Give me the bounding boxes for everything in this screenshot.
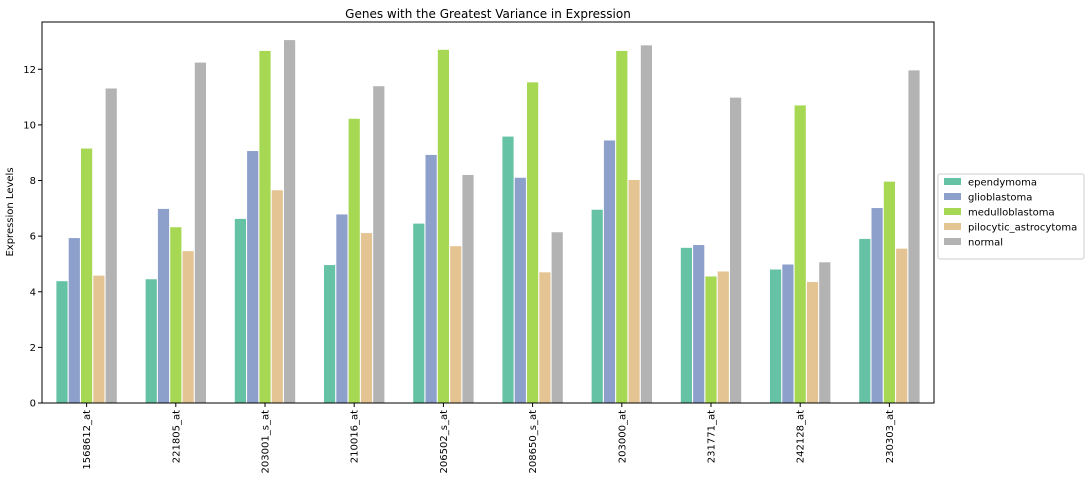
y-tick-label: 2 bbox=[30, 343, 36, 354]
bar-normal-208650_s_at bbox=[551, 232, 563, 403]
legend: ependymoma glioblastoma medulloblastoma pil… bbox=[937, 173, 1085, 260]
y-tick-label: 10 bbox=[23, 120, 36, 131]
legend-swatch-glioblastoma bbox=[944, 193, 961, 200]
bar-medulloblastoma-206502_s_at bbox=[437, 49, 449, 404]
bar-glioblastoma-206502_s_at bbox=[425, 154, 437, 403]
bar-ependymoma-1568612_at bbox=[56, 281, 68, 403]
bar-ependymoma-221805_at bbox=[145, 279, 157, 403]
bar-medulloblastoma-203000_at bbox=[616, 50, 628, 404]
legend-swatch-pilocytic_astrocytoma bbox=[944, 223, 961, 230]
legend-label-medulloblastoma: medulloblastoma bbox=[968, 208, 1055, 219]
x-tick-label: 210016_at bbox=[350, 410, 361, 463]
x-tick-label: 230303_at bbox=[885, 410, 896, 463]
bar-normal-1568612_at bbox=[105, 88, 117, 403]
bar-medulloblastoma-208650_s_at bbox=[527, 82, 539, 403]
bar-normal-210016_at bbox=[373, 86, 385, 404]
bar-glioblastoma-221805_at bbox=[157, 208, 170, 403]
bar-glioblastoma-231771_at bbox=[693, 245, 705, 403]
x-tick-label: 206502_s_at bbox=[439, 410, 450, 474]
bar-medulloblastoma-231771_at bbox=[705, 276, 717, 403]
bar-glioblastoma-242128_at bbox=[782, 264, 794, 403]
bar-normal-231771_at bbox=[730, 97, 742, 403]
bar-ependymoma-230303_at bbox=[859, 238, 871, 403]
y-axis: 0 2 4 6 8 10 12 bbox=[23, 65, 42, 410]
legend-label-pilocytic_astrocytoma: pilocytic_astrocytoma bbox=[968, 223, 1077, 234]
bar-pilocytic_astrocytoma-221805_at bbox=[182, 251, 194, 403]
bar-pilocytic_astrocytoma-203000_at bbox=[628, 179, 640, 403]
bar-normal-242128_at bbox=[819, 262, 831, 403]
x-tick-label: 231771_at bbox=[707, 410, 718, 463]
bar-pilocytic_astrocytoma-242128_at bbox=[806, 282, 819, 403]
y-tick-label: 8 bbox=[30, 176, 36, 187]
bar-normal-206502_s_at bbox=[462, 174, 474, 403]
bar-ependymoma-206502_s_at bbox=[413, 223, 425, 403]
legend-swatch-medulloblastoma bbox=[944, 208, 961, 215]
x-tick-label: 1568612_at bbox=[82, 410, 93, 470]
bar-normal-230303_at bbox=[908, 70, 920, 403]
bar-normal-203001_s_at bbox=[284, 40, 296, 403]
bar-glioblastoma-230303_at bbox=[871, 208, 883, 403]
bar-ependymoma-208650_s_at bbox=[502, 136, 514, 403]
bar-ependymoma-203001_s_at bbox=[234, 218, 246, 403]
y-tick-label: 6 bbox=[30, 232, 36, 243]
legend-label-ependymoma: ependymoma bbox=[968, 178, 1037, 189]
bar-pilocytic_astrocytoma-206502_s_at bbox=[450, 246, 462, 403]
bar-ependymoma-210016_at bbox=[324, 265, 336, 403]
x-tick-label: 208650_s_at bbox=[528, 410, 539, 474]
bar-pilocytic_astrocytoma-230303_at bbox=[896, 248, 908, 403]
legend-swatch-ependymoma bbox=[944, 178, 961, 185]
bars-group bbox=[56, 40, 920, 404]
bar-glioblastoma-203000_at bbox=[603, 140, 616, 403]
bar-ependymoma-203000_at bbox=[591, 209, 603, 403]
legend-label-glioblastoma: glioblastoma bbox=[968, 193, 1032, 204]
bar-pilocytic_astrocytoma-203001_s_at bbox=[271, 190, 283, 403]
y-tick-label: 4 bbox=[30, 287, 36, 298]
bar-glioblastoma-210016_at bbox=[336, 214, 348, 403]
bar-pilocytic_astrocytoma-231771_at bbox=[717, 271, 729, 403]
bar-medulloblastoma-210016_at bbox=[348, 118, 360, 403]
bar-medulloblastoma-230303_at bbox=[883, 181, 895, 403]
y-tick-label: 0 bbox=[30, 399, 36, 410]
bar-medulloblastoma-242128_at bbox=[794, 105, 806, 404]
bar-medulloblastoma-203001_s_at bbox=[259, 50, 271, 404]
y-tick-label: 12 bbox=[23, 65, 36, 76]
x-tick-label: 221805_at bbox=[171, 410, 182, 463]
bar-ependymoma-231771_at bbox=[680, 247, 692, 403]
bar-glioblastoma-208650_s_at bbox=[514, 177, 526, 403]
bar-normal-203000_at bbox=[640, 45, 652, 404]
x-tick-label: 242128_at bbox=[796, 410, 807, 463]
bar-pilocytic_astrocytoma-208650_s_at bbox=[539, 272, 551, 403]
bar-glioblastoma-1568612_at bbox=[68, 238, 80, 403]
bar-glioblastoma-203001_s_at bbox=[247, 151, 259, 403]
bar-pilocytic_astrocytoma-210016_at bbox=[360, 233, 373, 403]
chart-title: Genes with the Greatest Variance in Expr… bbox=[345, 7, 631, 21]
legend-frame bbox=[937, 173, 1085, 260]
plot-frame bbox=[41, 21, 935, 404]
y-axis-label: Expression Levels bbox=[5, 167, 16, 256]
x-tick-label: 203001_s_at bbox=[261, 410, 272, 474]
bar-pilocytic_astrocytoma-1568612_at bbox=[93, 275, 105, 403]
bar-ependymoma-242128_at bbox=[770, 269, 782, 403]
bar-normal-221805_at bbox=[194, 62, 206, 403]
x-axis: 1568612_at 221805_at 203001_s_at 210016_at 2… bbox=[82, 403, 896, 473]
legend-swatch-normal bbox=[944, 238, 961, 245]
x-tick-label: 203000_at bbox=[617, 410, 628, 463]
bar-medulloblastoma-221805_at bbox=[170, 227, 182, 403]
legend-label-normal: normal bbox=[968, 238, 1003, 249]
bar-medulloblastoma-1568612_at bbox=[81, 148, 93, 403]
